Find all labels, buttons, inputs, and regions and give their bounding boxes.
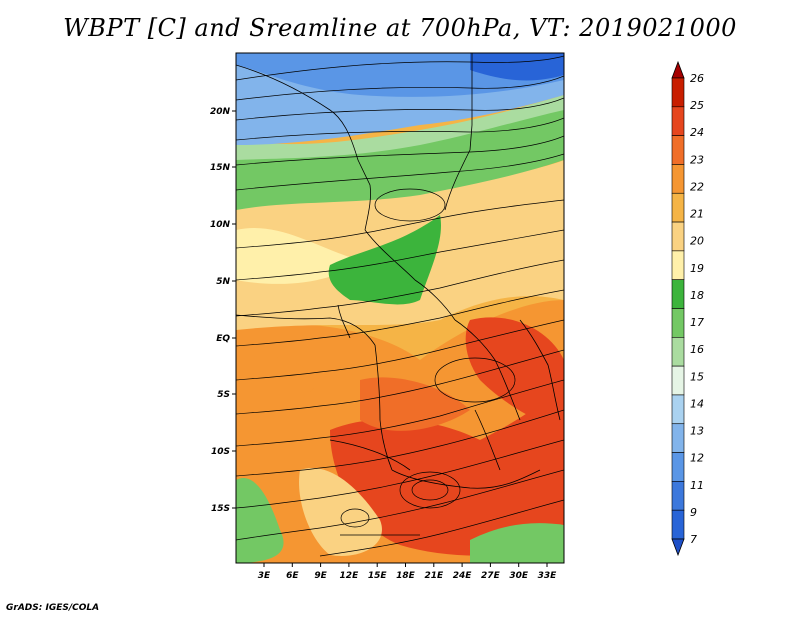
colorbar-label: 13: [690, 425, 704, 438]
wbpt-shading: [236, 53, 564, 563]
lat-label: 5S: [217, 390, 230, 400]
colorbar-label: 25: [690, 99, 704, 112]
lon-label: 3E: [258, 571, 271, 581]
lon-label: 18E: [396, 571, 416, 581]
colorbar-segment: [671, 135, 685, 165]
lat-label: 15S: [211, 504, 230, 514]
lat-label: 15N: [210, 163, 231, 173]
colorbar-segment: [671, 77, 685, 108]
colorbar-segment: [671, 365, 685, 396]
colorbar-segment: [671, 337, 685, 367]
colorbar-label: 15: [690, 370, 704, 383]
map-title: WBPT [C] and Sreamline at 700hPa, VT: 20…: [63, 14, 737, 42]
colorbar-label: 7: [690, 533, 697, 546]
colorbar: 26 25 24 23 22 21 20 19 18 17 16 15 14 13 12 11 9 7: [671, 60, 704, 557]
streamlines: [236, 55, 564, 557]
colorbar-label: 19: [690, 262, 704, 275]
lon-label: 21E: [424, 571, 444, 581]
longitude-axis: 3E 6E 9E 12E 15E 18E 21E 24E 27E 30E 33E: [258, 563, 557, 581]
latitude-axis: 20N 15N 10N 5N EQ 5S 10S 15S: [210, 107, 236, 514]
lon-label: 33E: [538, 571, 558, 581]
colorbar-segment: [671, 221, 685, 252]
colorbar-top-arrow: [671, 60, 685, 79]
colorbar-segment: [671, 192, 685, 223]
lat-label: 10S: [211, 447, 230, 457]
colorbar-segment: [671, 164, 685, 194]
colorbar-label: 24: [690, 126, 704, 139]
colorbar-label: 23: [690, 153, 704, 166]
colorbar-bottom-arrow: [671, 538, 685, 557]
colorbar-segment: [671, 423, 685, 453]
lon-label: 15E: [368, 571, 388, 581]
colorbar-label: 9: [690, 506, 697, 519]
lat-label: 20N: [210, 107, 231, 117]
map-frame: [235, 52, 565, 564]
lon-label: 12E: [340, 571, 360, 581]
lon-label: 27E: [481, 571, 501, 581]
lon-label: 30E: [509, 571, 529, 581]
colorbar-label: 12: [690, 452, 704, 465]
country-borders: [236, 53, 561, 536]
colorbar-segment: [671, 509, 685, 540]
colorbar-label: 20: [690, 235, 704, 248]
lat-label: EQ: [216, 334, 230, 344]
colorbar-label: 21: [690, 208, 704, 221]
footer-credit: GrADS: IGES/COLA: [6, 603, 100, 613]
lat-label: 10N: [210, 220, 231, 230]
colorbar-label: 17: [690, 316, 704, 329]
colorbar-segment: [671, 452, 685, 482]
colorbar-label: 16: [690, 343, 704, 356]
lon-label: 24E: [453, 571, 473, 581]
colorbar-label: 18: [690, 289, 704, 302]
colorbar-segment: [671, 308, 685, 338]
lon-label: 9E: [314, 571, 327, 581]
colorbar-label: 11: [690, 479, 704, 492]
colorbar-segment: [671, 250, 685, 280]
colorbar-segment: [671, 106, 685, 136]
lon-label: 6E: [286, 571, 299, 581]
colorbar-segment: [671, 279, 685, 309]
lat-label: 5N: [216, 277, 230, 287]
colorbar-label: 26: [690, 72, 704, 85]
colorbar-segment: [671, 394, 685, 425]
colorbar-label: 22: [690, 180, 704, 193]
colorbar-segment: [671, 481, 685, 511]
colorbar-label: 14: [690, 397, 704, 410]
